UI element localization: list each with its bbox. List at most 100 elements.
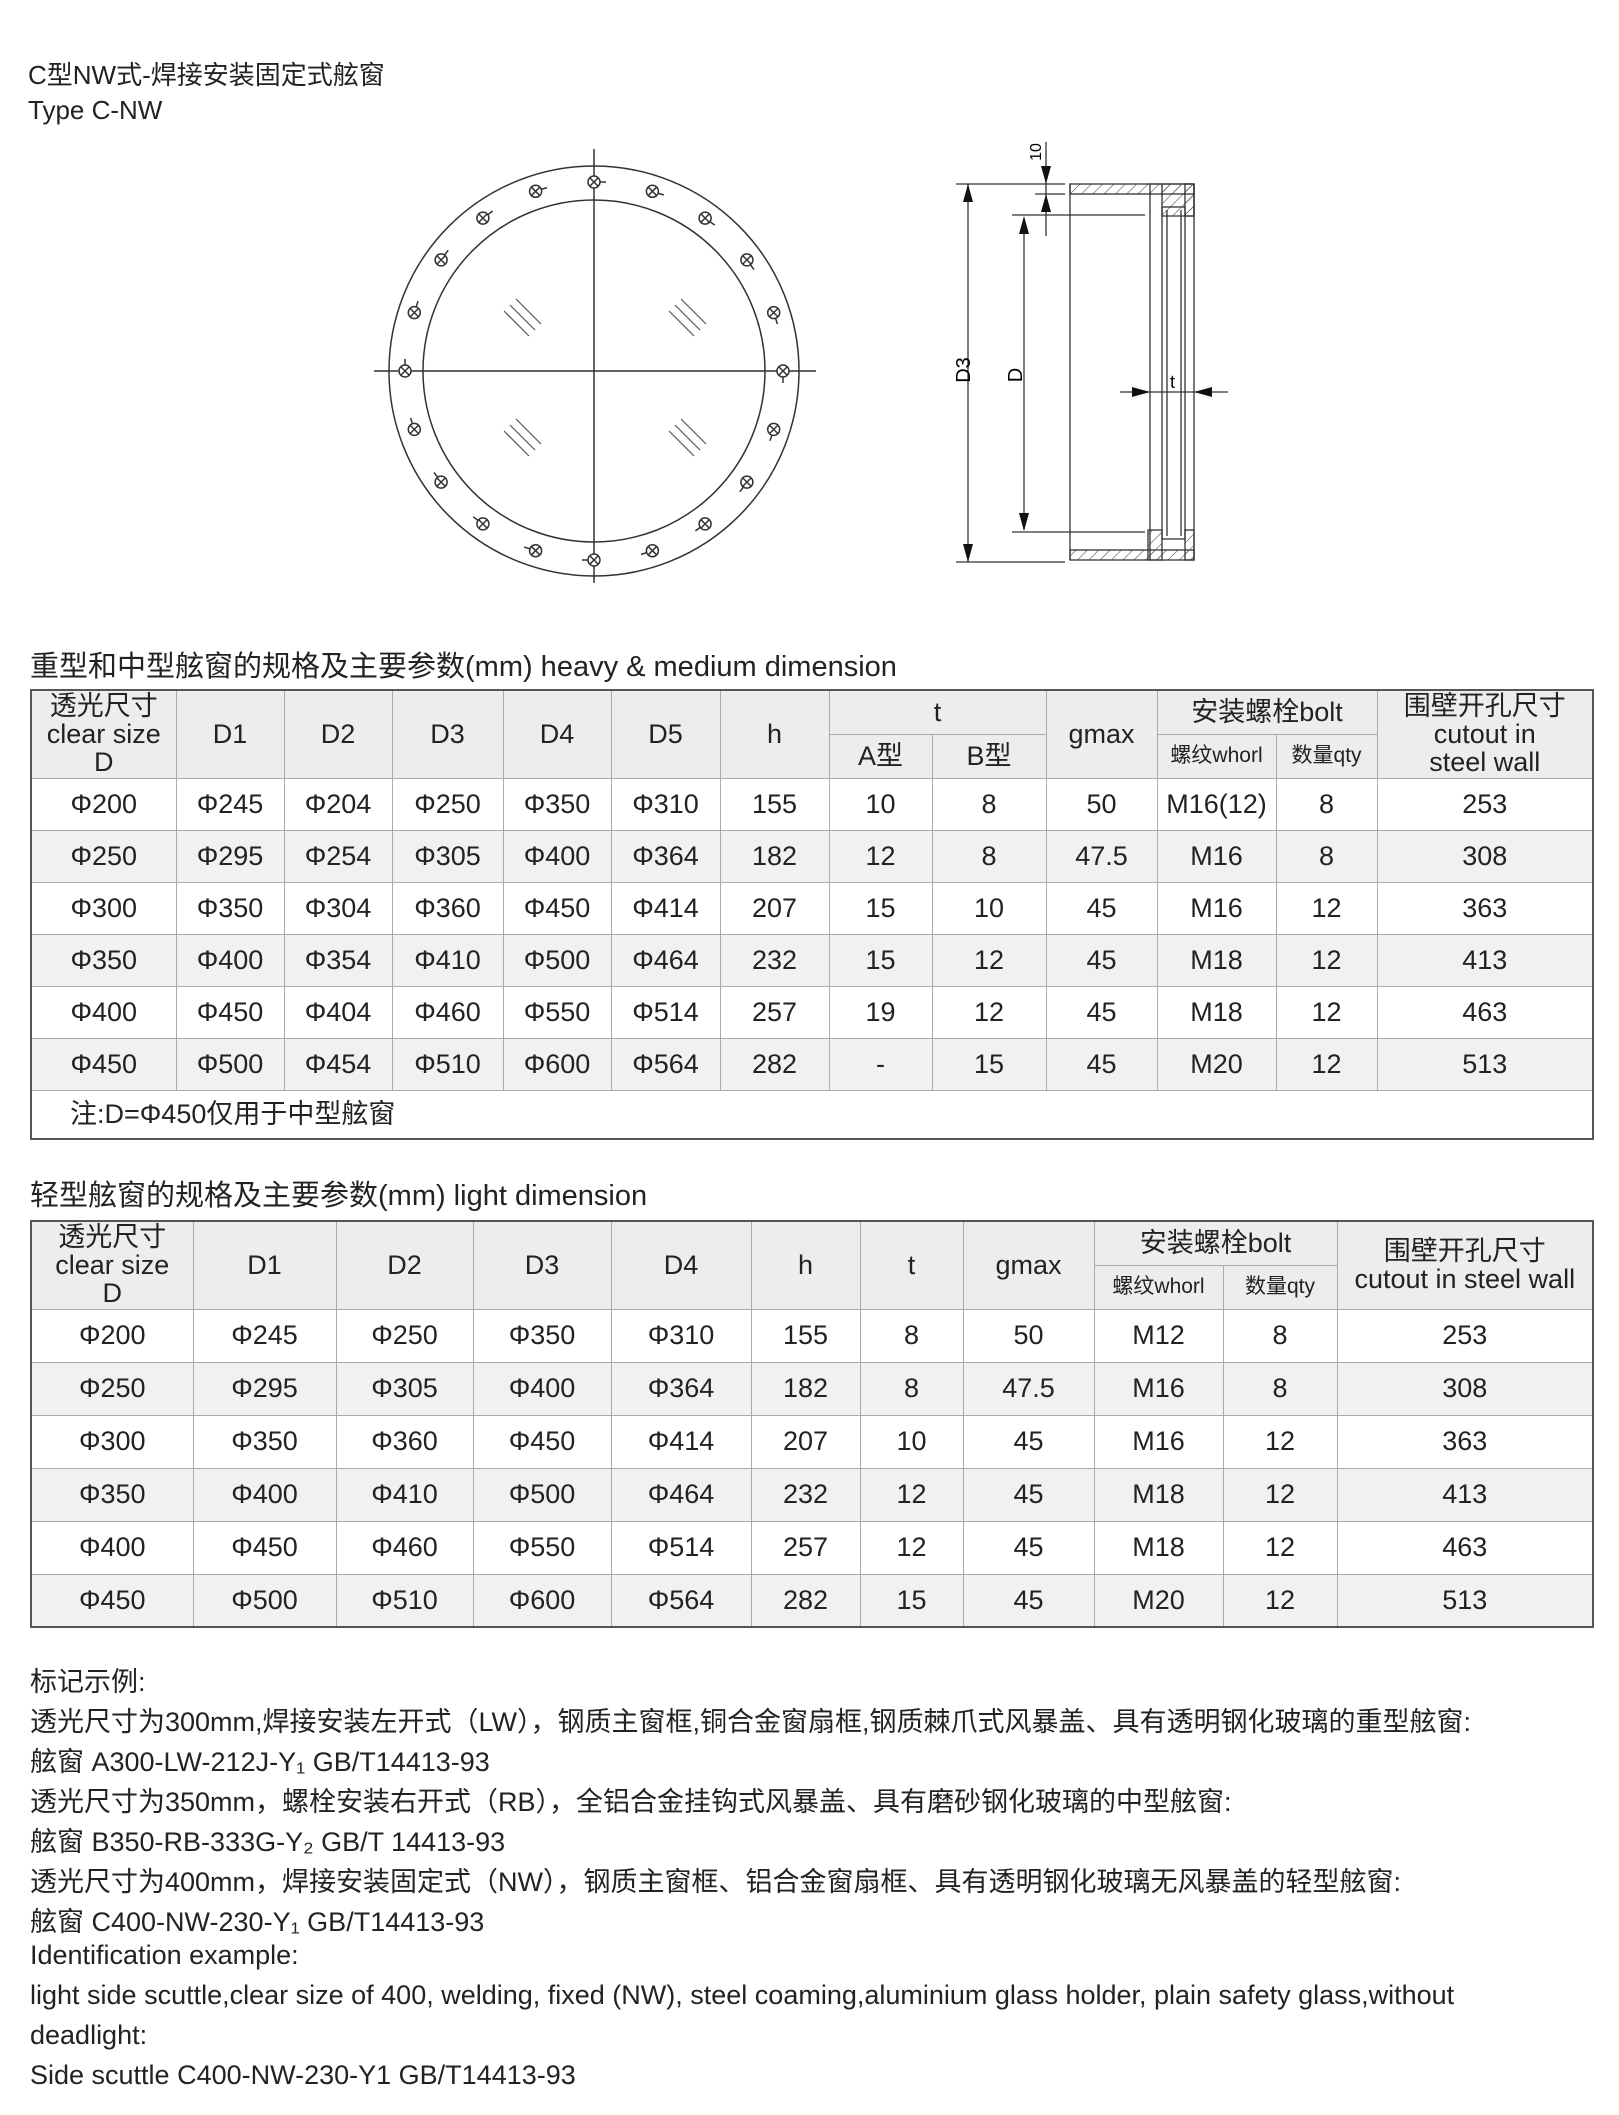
table-cell: 12 bbox=[859, 1520, 964, 1575]
bolt-icon bbox=[776, 364, 790, 383]
table-cell: 12 bbox=[1275, 881, 1378, 935]
table-cell: Φ250 bbox=[335, 1308, 474, 1363]
table-cell: Φ354 bbox=[283, 933, 393, 987]
example-line: 透光尺寸为350mm，螺栓安装右开式（RB），全铝合金挂钩式风暴盖、具有磨砂钢化… bbox=[30, 1787, 1232, 1817]
table-cell: Φ414 bbox=[610, 881, 721, 935]
header-qty: 数量qty bbox=[1275, 733, 1378, 779]
table-cell: 463 bbox=[1376, 985, 1594, 1039]
table-cell: 45 bbox=[962, 1520, 1095, 1575]
d-label: D bbox=[1005, 368, 1027, 382]
example-line: deadlight: bbox=[30, 2020, 148, 2050]
table-cell: Φ510 bbox=[335, 1573, 474, 1628]
header-t: t bbox=[859, 1220, 964, 1310]
table-cell: M18 bbox=[1156, 933, 1277, 987]
table-cell: Φ500 bbox=[472, 1467, 612, 1522]
table-cell: 232 bbox=[750, 1467, 861, 1522]
table-row: Φ400 Φ450 Φ460 Φ550 Φ514 257 12 45 M18 12 463 bbox=[30, 1520, 1594, 1575]
table-cell: Φ500 bbox=[502, 933, 612, 987]
table-cell: M16 bbox=[1156, 829, 1277, 883]
table-cell: Φ200 bbox=[30, 1308, 194, 1363]
front-view-drawing bbox=[374, 149, 816, 583]
table-cell: Φ400 bbox=[502, 829, 612, 883]
table-cell: 45 bbox=[1045, 881, 1158, 935]
bolt-icon bbox=[472, 516, 490, 531]
table-cell: 207 bbox=[719, 881, 830, 935]
table-cell: 15 bbox=[931, 1037, 1047, 1091]
table-cell: 12 bbox=[828, 829, 933, 883]
table-cell: Φ564 bbox=[610, 1037, 721, 1091]
table-cell: Φ304 bbox=[283, 881, 393, 935]
table-cell: Φ460 bbox=[335, 1520, 474, 1575]
table-cell: 12 bbox=[1275, 985, 1378, 1039]
header-gmax: gmax bbox=[1045, 689, 1158, 779]
table-cell: 257 bbox=[719, 985, 830, 1039]
table-cell: Φ514 bbox=[610, 1520, 752, 1575]
header-cutout: 围壁开孔尺寸 cutout in steel wall bbox=[1336, 1220, 1594, 1310]
header-clear-size: 透光尺寸 clear size D bbox=[30, 689, 177, 779]
table-cell: Φ464 bbox=[610, 1467, 752, 1522]
table-cell: Φ250 bbox=[30, 1361, 194, 1416]
header-h: h bbox=[719, 689, 830, 779]
header-gmax: gmax bbox=[962, 1220, 1095, 1310]
bolt-icon bbox=[407, 417, 422, 437]
table-cell: 308 bbox=[1336, 1361, 1594, 1416]
table-cell: 12 bbox=[1222, 1520, 1338, 1575]
table-cell: Φ564 bbox=[610, 1573, 752, 1628]
header-d2: D2 bbox=[335, 1220, 474, 1310]
table-cell: 363 bbox=[1336, 1414, 1594, 1469]
table-cell: Φ400 bbox=[30, 985, 177, 1039]
header-cutout: 围壁开孔尺寸 cutout in steel wall bbox=[1376, 689, 1594, 779]
table-cell: M20 bbox=[1093, 1573, 1224, 1628]
table-cell: 8 bbox=[1222, 1308, 1338, 1363]
table-cell: M20 bbox=[1156, 1037, 1277, 1091]
table-row: Φ450 Φ500 Φ510 Φ600 Φ564 282 15 45 M20 12 513 bbox=[30, 1573, 1594, 1628]
table-cell: 155 bbox=[750, 1308, 861, 1363]
table-cell: M16 bbox=[1093, 1361, 1224, 1416]
table-row: Φ400 Φ450 Φ404 Φ460 Φ550 Φ514 257 19 12 45 M18 12 46… bbox=[30, 985, 1594, 1039]
table-cell: 155 bbox=[719, 777, 830, 831]
table-cell: 10 bbox=[859, 1414, 964, 1469]
table-cell: Φ350 bbox=[192, 1414, 337, 1469]
table-cell: 12 bbox=[1222, 1467, 1338, 1522]
table-cell: Φ310 bbox=[610, 777, 721, 831]
table-row: Φ250 Φ295 Φ305 Φ400 Φ364 182 8 47.5 M16 8 308 bbox=[30, 1361, 1594, 1416]
table-cell: Φ305 bbox=[391, 829, 504, 883]
table-cell: Φ510 bbox=[391, 1037, 504, 1091]
table-cell: 50 bbox=[962, 1308, 1095, 1363]
table-cell: Φ450 bbox=[192, 1520, 337, 1575]
table-cell: Φ350 bbox=[502, 777, 612, 831]
table-cell: 363 bbox=[1376, 881, 1594, 935]
header-d4: D4 bbox=[502, 689, 612, 779]
table-cell: 50 bbox=[1045, 777, 1158, 831]
table-cell: 8 bbox=[931, 829, 1047, 883]
table-cell: Φ360 bbox=[391, 881, 504, 935]
t-label: t bbox=[1170, 372, 1175, 392]
table-row: Φ200 Φ245 Φ204 Φ250 Φ350 Φ310 155 10 8 50 M16(12) 8… bbox=[30, 777, 1594, 831]
table-row: Φ450 Φ500 Φ454 Φ510 Φ600 Φ564 282-15 45 M20 12 513 bbox=[30, 1037, 1594, 1091]
bolt-icon bbox=[766, 305, 781, 325]
table-cell: Φ404 bbox=[283, 985, 393, 1039]
bolt-icon bbox=[766, 422, 781, 442]
example-line: 舷窗 C400-NW-230-Y₁ GB/T14413-93 bbox=[30, 1907, 485, 1937]
heavy-heading: 重型和中型舷窗的规格及主要参数(mm) heavy & medium dimen… bbox=[30, 651, 897, 683]
header-whorl: 螺纹whorl bbox=[1156, 733, 1277, 779]
table-cell: 47.5 bbox=[962, 1361, 1095, 1416]
table-cell: Φ250 bbox=[30, 829, 177, 883]
table-cell: Φ204 bbox=[283, 777, 393, 831]
bolt-icon bbox=[694, 517, 712, 532]
table-cell: Φ400 bbox=[192, 1467, 337, 1522]
table-cell: 15 bbox=[859, 1573, 964, 1628]
table-cell: 45 bbox=[1045, 933, 1158, 987]
example-line: 舷窗 A300-LW-212J-Y₁ GB/T14413-93 bbox=[30, 1747, 490, 1777]
table-cell: Φ410 bbox=[391, 933, 504, 987]
table-cell: 413 bbox=[1376, 933, 1594, 987]
bolt-icon bbox=[528, 184, 548, 199]
table-cell: Φ350 bbox=[472, 1308, 612, 1363]
header-h: h bbox=[750, 1220, 861, 1310]
table-cell: 253 bbox=[1376, 777, 1594, 831]
table-cell: Φ410 bbox=[335, 1467, 474, 1522]
heavy-dimension-table: 透光尺寸 clear size D D1 D2 D3 D4 D5 h t gmax … bbox=[30, 689, 1595, 1140]
table-cell: 10 bbox=[931, 881, 1047, 935]
table-cell: Φ464 bbox=[610, 933, 721, 987]
